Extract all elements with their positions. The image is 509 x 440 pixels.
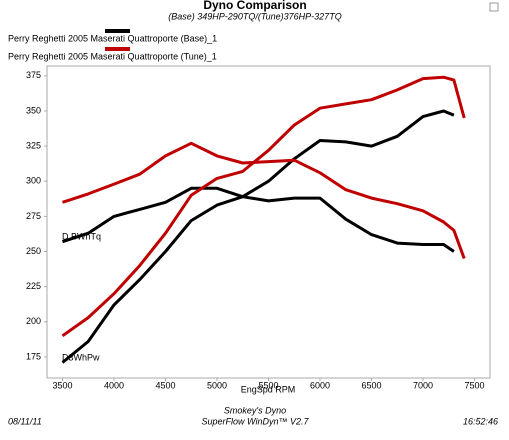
footer-shop: Smokey's Dyno bbox=[224, 405, 286, 415]
line-hp bbox=[61, 75, 466, 338]
x-tick-label: 4500 bbox=[155, 380, 175, 390]
footer-time: 16:52:46 bbox=[463, 416, 498, 426]
y-tick-label: 175 bbox=[26, 351, 41, 361]
legend-label: Perry Reghetti 2005 Maserati Quattroport… bbox=[8, 51, 217, 61]
y-tick-label: 325 bbox=[26, 140, 41, 150]
y-tick-label: 250 bbox=[26, 246, 41, 256]
line-tq bbox=[62, 186, 455, 253]
x-tick-label: 5500 bbox=[258, 380, 278, 390]
y-tick-label: 350 bbox=[26, 105, 41, 115]
x-tick-label: 4000 bbox=[104, 380, 124, 390]
y-tick-label: 300 bbox=[26, 176, 41, 186]
y-tick-label: 225 bbox=[26, 281, 41, 291]
x-tick-label: 3500 bbox=[52, 380, 72, 390]
plot-area bbox=[46, 65, 491, 379]
x-tick-label: 5000 bbox=[207, 380, 227, 390]
footer-date: 08/11/11 bbox=[8, 416, 42, 426]
x-tick-label: 6500 bbox=[362, 380, 382, 390]
x-tick-label: 7500 bbox=[465, 380, 485, 390]
y-tick-label: 375 bbox=[26, 70, 41, 80]
legend-label: Perry Reghetti 2005 Maserati Quattroport… bbox=[8, 33, 217, 43]
y-tick-label: 275 bbox=[26, 211, 41, 221]
chart-subtitle: (Base) 349HP-290TQ/(Tune)376HP-327TQ bbox=[168, 11, 341, 21]
icon bbox=[489, 2, 499, 12]
annotation: D3WhPw bbox=[62, 352, 100, 362]
x-tick-label: 6000 bbox=[310, 380, 330, 390]
x-tick-label: 7000 bbox=[413, 380, 433, 390]
line-hp bbox=[61, 109, 455, 364]
x-axis-label: EngSpd RPM bbox=[241, 384, 296, 394]
footer-software: SuperFlow WinDyn™ V2.7 bbox=[202, 416, 310, 426]
chart-title: Dyno Comparison bbox=[203, 0, 306, 12]
y-tick-label: 200 bbox=[26, 316, 41, 326]
line-tq bbox=[62, 141, 466, 260]
